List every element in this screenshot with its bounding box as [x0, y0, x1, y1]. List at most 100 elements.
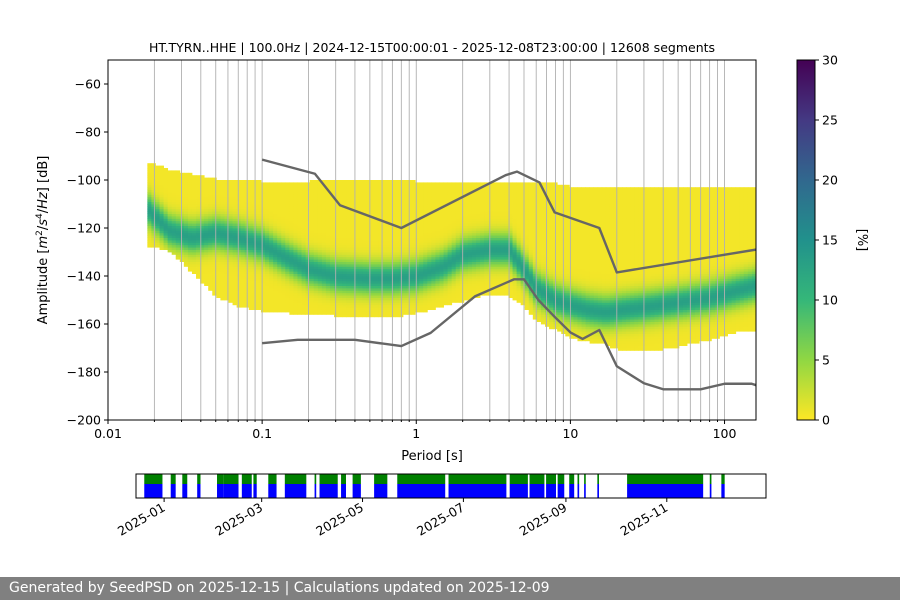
heatmap-cell [443, 228, 449, 231]
heatmap-cell [220, 288, 225, 291]
heatmap-cell [471, 199, 477, 202]
heatmap-cell [540, 280, 546, 284]
heatmap-cell [305, 290, 311, 294]
heatmap-cell [269, 213, 274, 217]
heatmap-cell [370, 201, 375, 205]
heatmap-cell [524, 278, 530, 282]
heatmap-cell [443, 223, 449, 226]
heatmap-cell [488, 242, 493, 246]
heatmap-cell [248, 182, 254, 186]
heatmap-cell [451, 266, 457, 270]
heatmap-cell [504, 235, 509, 238]
heatmap-cell [196, 223, 201, 226]
heatmap-cell [281, 235, 286, 238]
heatmap-cell [338, 285, 343, 289]
heatmap-cell [536, 192, 542, 195]
heatmap-cell [435, 268, 440, 272]
heatmap-cell [492, 223, 497, 226]
heatmap-cell [378, 273, 384, 277]
heatmap-cell [196, 264, 201, 267]
heatmap-cell [147, 172, 152, 176]
heatmap-cell [208, 180, 213, 183]
heatmap-cell [338, 189, 343, 193]
heatmap-cell [321, 192, 327, 195]
heatmap-cell [540, 288, 546, 291]
heatmap-cell [480, 216, 485, 219]
heatmap-cell [500, 223, 505, 226]
heatmap-cell [309, 307, 315, 310]
heatmap-cell [342, 230, 347, 234]
heatmap-cell [508, 216, 513, 219]
heatmap-cell [362, 180, 367, 183]
heatmap-cell [362, 199, 367, 202]
heatmap-cell [411, 201, 416, 205]
heatmap-cell [411, 228, 416, 231]
heatmap-cell [480, 218, 485, 222]
heatmap-cell [508, 268, 513, 272]
heatmap-cell [187, 208, 193, 212]
heatmap-cell [488, 264, 493, 267]
heatmap-cell [301, 187, 306, 190]
heatmap-cell [435, 278, 440, 282]
heatmap-cell [447, 268, 453, 272]
heatmap-cell [236, 220, 242, 224]
heatmap-cell [354, 309, 359, 313]
heatmap-cell [520, 285, 526, 289]
heatmap-cell [496, 247, 501, 250]
heatmap-cell [191, 220, 197, 224]
heatmap-cell [471, 283, 477, 286]
heatmap-cell [175, 240, 181, 243]
heatmap-cell [411, 249, 416, 253]
heatmap-cell [516, 292, 522, 296]
heatmap-cell [346, 259, 351, 262]
heatmap-cell [536, 235, 542, 238]
heatmap-cell [374, 199, 380, 202]
heatmap-cell [476, 211, 481, 214]
heatmap-cell [463, 196, 469, 200]
heatmap-cell [196, 273, 201, 277]
heatmap-cell [273, 204, 278, 207]
heatmap-cell [325, 268, 331, 272]
heatmap-cell [200, 280, 205, 284]
heatmap-cell [346, 297, 351, 301]
heatmap-cell [224, 283, 229, 286]
heatmap-cell [200, 175, 205, 178]
heatmap-cell [248, 288, 254, 291]
heatmap-cell [504, 204, 509, 207]
heatmap-cell [187, 182, 193, 186]
heatmap-cell [390, 201, 396, 205]
heatmap-cell [220, 216, 225, 219]
heatmap-cell [342, 280, 347, 284]
heatmap-cell [415, 288, 420, 291]
heatmap-cell [467, 237, 473, 241]
heatmap-cell [338, 295, 343, 298]
heatmap-cell [196, 235, 201, 238]
heatmap-cell [196, 218, 201, 222]
heatmap-cell [236, 302, 242, 306]
heatmap-cell [256, 304, 262, 308]
heatmap-cell [386, 242, 392, 246]
heatmap-cell [273, 302, 278, 306]
heatmap-cell [415, 201, 420, 205]
heatmap-cell [346, 223, 351, 226]
heatmap-cell [459, 220, 465, 224]
heatmap-cell [427, 283, 432, 286]
heatmap-cell [183, 175, 189, 178]
heatmap-cell [447, 218, 453, 222]
heatmap-cell [204, 182, 209, 186]
heatmap-cell [338, 242, 343, 246]
heatmap-cell [265, 268, 270, 272]
heatmap-cell [325, 300, 331, 303]
heatmap-cell [528, 295, 534, 298]
heatmap-cell [191, 196, 197, 200]
heatmap-cell [390, 208, 396, 212]
heatmap-cell [402, 295, 408, 298]
heatmap-cell [415, 189, 420, 193]
heatmap-cell [334, 232, 339, 236]
psd-density-heatmap [147, 163, 756, 351]
heatmap-cell [394, 194, 400, 198]
heatmap-cell [147, 237, 152, 241]
heatmap-cell [175, 249, 181, 253]
heatmap-cell [512, 223, 517, 226]
heatmap-cell [285, 230, 290, 234]
